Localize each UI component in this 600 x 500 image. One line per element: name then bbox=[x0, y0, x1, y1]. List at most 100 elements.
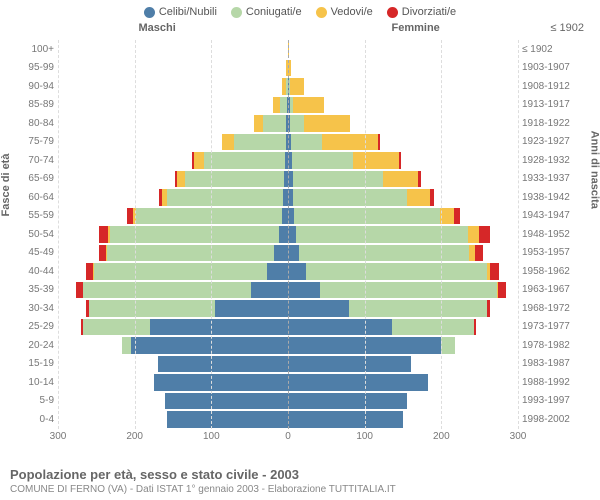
age-row: 40-441958-1962 bbox=[10, 262, 590, 281]
x-tick: 0 bbox=[285, 431, 291, 442]
bar-pair bbox=[58, 40, 518, 59]
year-label: 1993-1997 bbox=[518, 395, 576, 406]
bar-female bbox=[288, 60, 291, 77]
bar-segment bbox=[288, 393, 407, 410]
age-label: 90-94 bbox=[10, 81, 58, 92]
legend-label: Divorziati/e bbox=[402, 6, 456, 18]
year-label: 1988-1992 bbox=[518, 377, 576, 388]
age-label: 75-79 bbox=[10, 136, 58, 147]
age-label: 100+ bbox=[10, 44, 58, 55]
bar-female bbox=[288, 245, 483, 262]
bar-pair bbox=[58, 262, 518, 281]
bar-segment bbox=[288, 263, 306, 280]
bar-segment bbox=[177, 171, 185, 188]
age-row: 65-691933-1937 bbox=[10, 170, 590, 189]
bar-segment bbox=[263, 115, 286, 132]
x-axis: 3002001000100200300 bbox=[58, 431, 518, 445]
bar-segment bbox=[165, 393, 288, 410]
age-row: 35-391963-1967 bbox=[10, 281, 590, 300]
year-label: 1928-1932 bbox=[518, 155, 576, 166]
bar-segment bbox=[215, 300, 288, 317]
age-row: 90-94 1908-1912 bbox=[10, 77, 590, 96]
bar-male bbox=[76, 282, 288, 299]
age-row: 100+≤ 1902 bbox=[10, 40, 590, 59]
column-headers: Maschi Femmine ≤ 1902 bbox=[10, 22, 590, 38]
bar-segment bbox=[167, 411, 288, 428]
bar-pair bbox=[58, 151, 518, 170]
bar-pair bbox=[58, 77, 518, 96]
bar-pair bbox=[58, 133, 518, 152]
bar-segment bbox=[288, 245, 299, 262]
bar-pair bbox=[58, 188, 518, 207]
bar-segment bbox=[94, 263, 267, 280]
bar-male bbox=[273, 97, 288, 114]
bar-segment bbox=[288, 411, 403, 428]
age-row: 25-291973-1977 bbox=[10, 318, 590, 337]
bar-male bbox=[81, 319, 288, 336]
bar-segment bbox=[204, 152, 285, 169]
bar-segment bbox=[292, 152, 353, 169]
bar-female bbox=[288, 319, 476, 336]
bar-segment bbox=[399, 152, 401, 169]
bar-segment bbox=[222, 134, 234, 151]
age-label: 35-39 bbox=[10, 284, 58, 295]
header-female: Femmine bbox=[392, 22, 440, 34]
age-label: 0-4 bbox=[10, 414, 58, 425]
bar-male bbox=[192, 152, 288, 169]
year-label: 1998-2002 bbox=[518, 414, 576, 425]
bar-segment bbox=[294, 208, 440, 225]
bar-segment bbox=[474, 319, 476, 336]
bar-segment bbox=[468, 226, 479, 243]
bar-pair bbox=[58, 299, 518, 318]
bar-segment bbox=[254, 115, 263, 132]
x-tick: 300 bbox=[50, 431, 67, 442]
bar-segment bbox=[498, 282, 506, 299]
header-male: Maschi bbox=[139, 22, 176, 34]
bar-pair bbox=[58, 114, 518, 133]
bar-segment bbox=[136, 208, 282, 225]
age-row: 85-891913-1917 bbox=[10, 96, 590, 115]
year-label: 1973-1977 bbox=[518, 321, 576, 332]
bar-segment bbox=[288, 282, 320, 299]
age-label: 70-74 bbox=[10, 155, 58, 166]
year-label: 1933-1937 bbox=[518, 173, 576, 184]
legend-item: Celibi/Nubili bbox=[144, 6, 217, 18]
plot-area: Fasce di età Anni di nascita 100+≤ 19029… bbox=[10, 40, 590, 445]
bar-segment bbox=[378, 134, 380, 151]
bar-segment bbox=[131, 337, 288, 354]
age-label: 85-89 bbox=[10, 99, 58, 110]
bar-segment bbox=[288, 300, 349, 317]
bar-female bbox=[288, 300, 490, 317]
bar-segment bbox=[158, 356, 288, 373]
bar-male bbox=[86, 300, 288, 317]
year-label: 1923-1927 bbox=[518, 136, 576, 147]
bar-segment bbox=[234, 134, 286, 151]
bar-pair bbox=[58, 410, 518, 429]
bar-segment bbox=[440, 208, 454, 225]
bar-segment bbox=[267, 263, 288, 280]
age-row: 30-341968-1972 bbox=[10, 299, 590, 318]
age-row: 20-241978-1982 bbox=[10, 336, 590, 355]
age-row: 55-591943-1947 bbox=[10, 207, 590, 226]
age-row: 80-841918-1922 bbox=[10, 114, 590, 133]
age-label: 5-9 bbox=[10, 395, 58, 406]
bar-male bbox=[159, 189, 288, 206]
bar-segment bbox=[487, 300, 490, 317]
age-row: 15-191983-1987 bbox=[10, 355, 590, 374]
bar-segment bbox=[293, 171, 383, 188]
bar-segment bbox=[392, 319, 475, 336]
bar-female bbox=[288, 282, 506, 299]
age-label: 40-44 bbox=[10, 266, 58, 277]
bar-female bbox=[288, 171, 421, 188]
age-label: 45-49 bbox=[10, 247, 58, 258]
bar-male bbox=[99, 226, 288, 243]
bar-segment bbox=[296, 226, 469, 243]
x-tick: 200 bbox=[433, 431, 450, 442]
bar-segment bbox=[490, 263, 499, 280]
legend-label: Celibi/Nubili bbox=[159, 6, 217, 18]
year-label: 1918-1922 bbox=[518, 118, 576, 129]
bar-segment bbox=[288, 356, 411, 373]
year-label: 1908-1912 bbox=[518, 81, 576, 92]
bar-female bbox=[288, 152, 401, 169]
age-label: 55-59 bbox=[10, 210, 58, 221]
